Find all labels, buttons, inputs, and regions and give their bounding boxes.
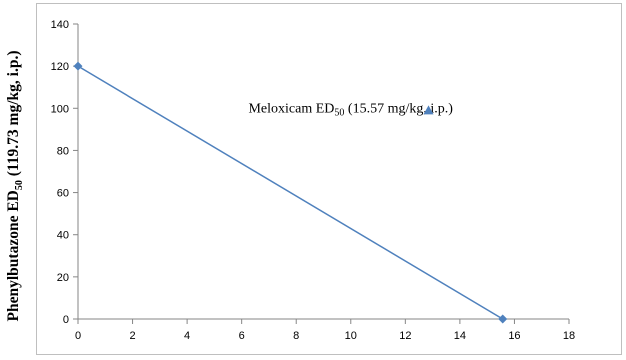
y-tick-label: 40 — [57, 230, 69, 242]
x-tick-label: 6 — [239, 330, 245, 342]
annotation-label-subscript: 50 — [334, 108, 344, 119]
x-tick-label: 12 — [399, 330, 411, 342]
y-tick-label: 60 — [57, 188, 69, 200]
series-line — [77, 65, 504, 320]
annotation-label: Meloxicam ED50 (15.57 mg/kg, i.p.) — [248, 102, 453, 119]
y-tick-label: 120 — [51, 61, 69, 73]
annotation-label-prefix: Meloxicam ED — [248, 102, 334, 117]
annotation-label-suffix: (15.57 mg/kg, i.p.) — [344, 102, 453, 117]
y-tick-label: 140 — [51, 19, 69, 31]
data-point-diamond — [73, 61, 83, 71]
data-point-diamond — [498, 314, 508, 324]
chart-frame: 0 20 40 60 80 100 120 140 0 2 4 6 8 10 12 14 16 18 Meloxic… — [36, 3, 622, 355]
y-axis-label-subscript: 50 — [14, 180, 26, 191]
x-tick-label: 18 — [563, 330, 575, 342]
y-axis-label: Phenylbutazone ED50 (119.73 mg/kg, i.p.) — [5, 51, 25, 322]
x-tick-label: 8 — [293, 330, 299, 342]
annotation-marker-triangle — [423, 105, 434, 115]
chart-svg: 0 20 40 60 80 100 120 140 0 2 4 6 8 10 12 14 16 18 Meloxic… — [51, 19, 575, 342]
x-tick-label: 10 — [345, 330, 357, 342]
y-axis-label-suffix: (119.73 mg/kg, i.p.) — [4, 50, 22, 181]
y-tick-label: 80 — [57, 145, 69, 157]
x-tick-label: 4 — [184, 330, 190, 342]
y-axis-label-prefix: Phenylbutazone ED — [4, 190, 22, 322]
x-tick-label: 0 — [75, 330, 81, 342]
y-tick-label: 0 — [63, 314, 69, 326]
y-axis-label-container: Phenylbutazone ED50 (119.73 mg/kg, i.p.) — [0, 0, 30, 360]
x-tick-label: 16 — [508, 330, 520, 342]
x-tick-label: 14 — [454, 330, 466, 342]
y-tick-label: 20 — [57, 272, 69, 284]
y-tick-label: 100 — [51, 103, 69, 115]
x-tick-label: 2 — [129, 330, 135, 342]
